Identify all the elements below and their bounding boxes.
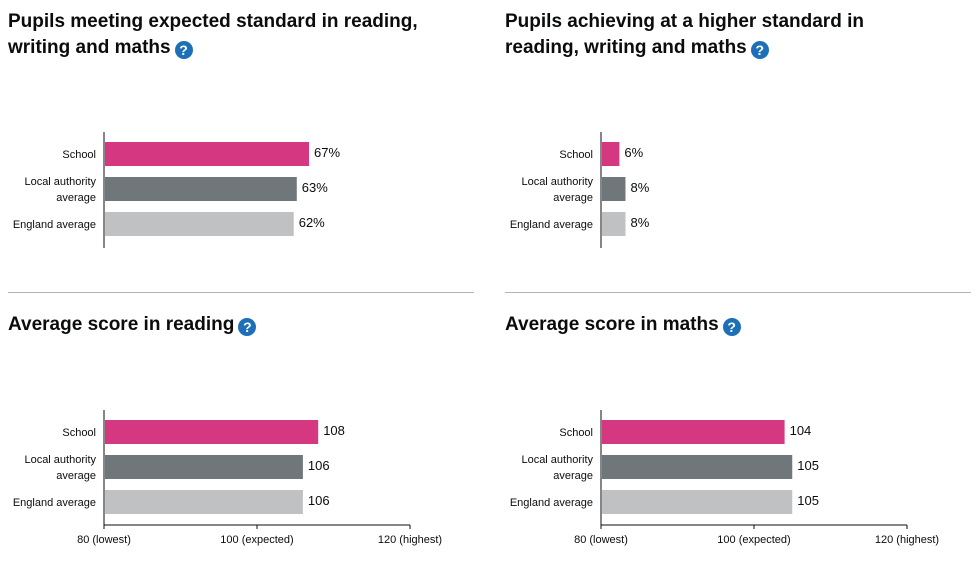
chart-panel-maths-score: Average score in maths?	[505, 312, 971, 338]
chart-maths-score: School Local authority average England aver…	[510, 410, 939, 546]
bar-local-authority	[105, 455, 303, 479]
chart-title: Pupils meeting expected standard in read…	[8, 11, 418, 59]
chart-higher-standard: School Local authority average England aver…	[510, 132, 650, 248]
x-tick-label: 100 (expected)	[717, 534, 790, 546]
bar-england	[602, 490, 793, 514]
category-label: average	[553, 470, 593, 482]
value-label: 104	[790, 423, 812, 438]
chart-title: Average score in maths?	[505, 312, 971, 338]
value-label: 105	[797, 458, 819, 473]
help-icon[interactable]: ?	[238, 318, 257, 336]
x-tick-label: 100 (expected)	[220, 534, 293, 546]
value-label: 67%	[314, 145, 340, 160]
chart-title: Pupils achieving at a higher standard in…	[505, 11, 864, 59]
bar-england	[105, 212, 294, 236]
category-label: England average	[13, 219, 96, 231]
bar-local-authority	[105, 177, 297, 201]
category-label: average	[56, 192, 96, 204]
help-icon[interactable]: ?	[174, 41, 193, 59]
bar-england	[602, 212, 626, 236]
bar-school	[105, 142, 310, 166]
chart-reading-score: School Local authority average England aver…	[13, 410, 442, 546]
chart-expected-standard: School Local authority average England aver…	[13, 132, 340, 248]
x-tick-label: 120 (highest)	[378, 534, 442, 546]
chart-panel-expected-standard: Pupils meeting expected standard in read…	[8, 9, 474, 61]
value-label: 6%	[624, 145, 643, 160]
value-label: 63%	[302, 180, 328, 195]
help-icon[interactable]: ?	[722, 318, 741, 336]
category-label: School	[62, 427, 96, 439]
x-tick-label: 120 (highest)	[875, 534, 939, 546]
value-label: 106	[308, 493, 330, 508]
bar-local-authority	[602, 177, 626, 201]
x-tick-label: 80 (lowest)	[574, 534, 628, 546]
category-label: England average	[510, 219, 593, 231]
section-divider	[505, 292, 971, 293]
category-label: England average	[510, 497, 593, 509]
category-label: average	[553, 192, 593, 204]
category-label: School	[559, 149, 593, 161]
help-icon[interactable]: ?	[750, 41, 769, 59]
category-label: average	[56, 470, 96, 482]
value-label: 108	[323, 423, 345, 438]
value-label: 105	[797, 493, 819, 508]
bar-school	[105, 420, 319, 444]
category-label: England average	[13, 497, 96, 509]
chart-panel-reading-score: Average score in reading?	[8, 312, 474, 338]
bar-england	[105, 490, 303, 514]
bar-school	[602, 142, 620, 166]
value-label: 106	[308, 458, 330, 473]
category-label: School	[559, 427, 593, 439]
x-tick-label: 80 (lowest)	[77, 534, 131, 546]
chart-title: Average score in reading?	[8, 312, 474, 338]
category-label: Local authority	[521, 176, 593, 188]
value-label: 8%	[630, 215, 649, 230]
value-label: 8%	[630, 180, 649, 195]
chart-panel-higher-standard: Pupils achieving at a higher standard in…	[505, 9, 971, 61]
category-label: Local authority	[24, 176, 96, 188]
section-divider	[8, 292, 474, 293]
category-label: Local authority	[24, 454, 96, 466]
category-label: Local authority	[521, 454, 593, 466]
value-label: 62%	[299, 215, 325, 230]
category-label: School	[62, 149, 96, 161]
bar-school	[602, 420, 785, 444]
bar-local-authority	[602, 455, 793, 479]
